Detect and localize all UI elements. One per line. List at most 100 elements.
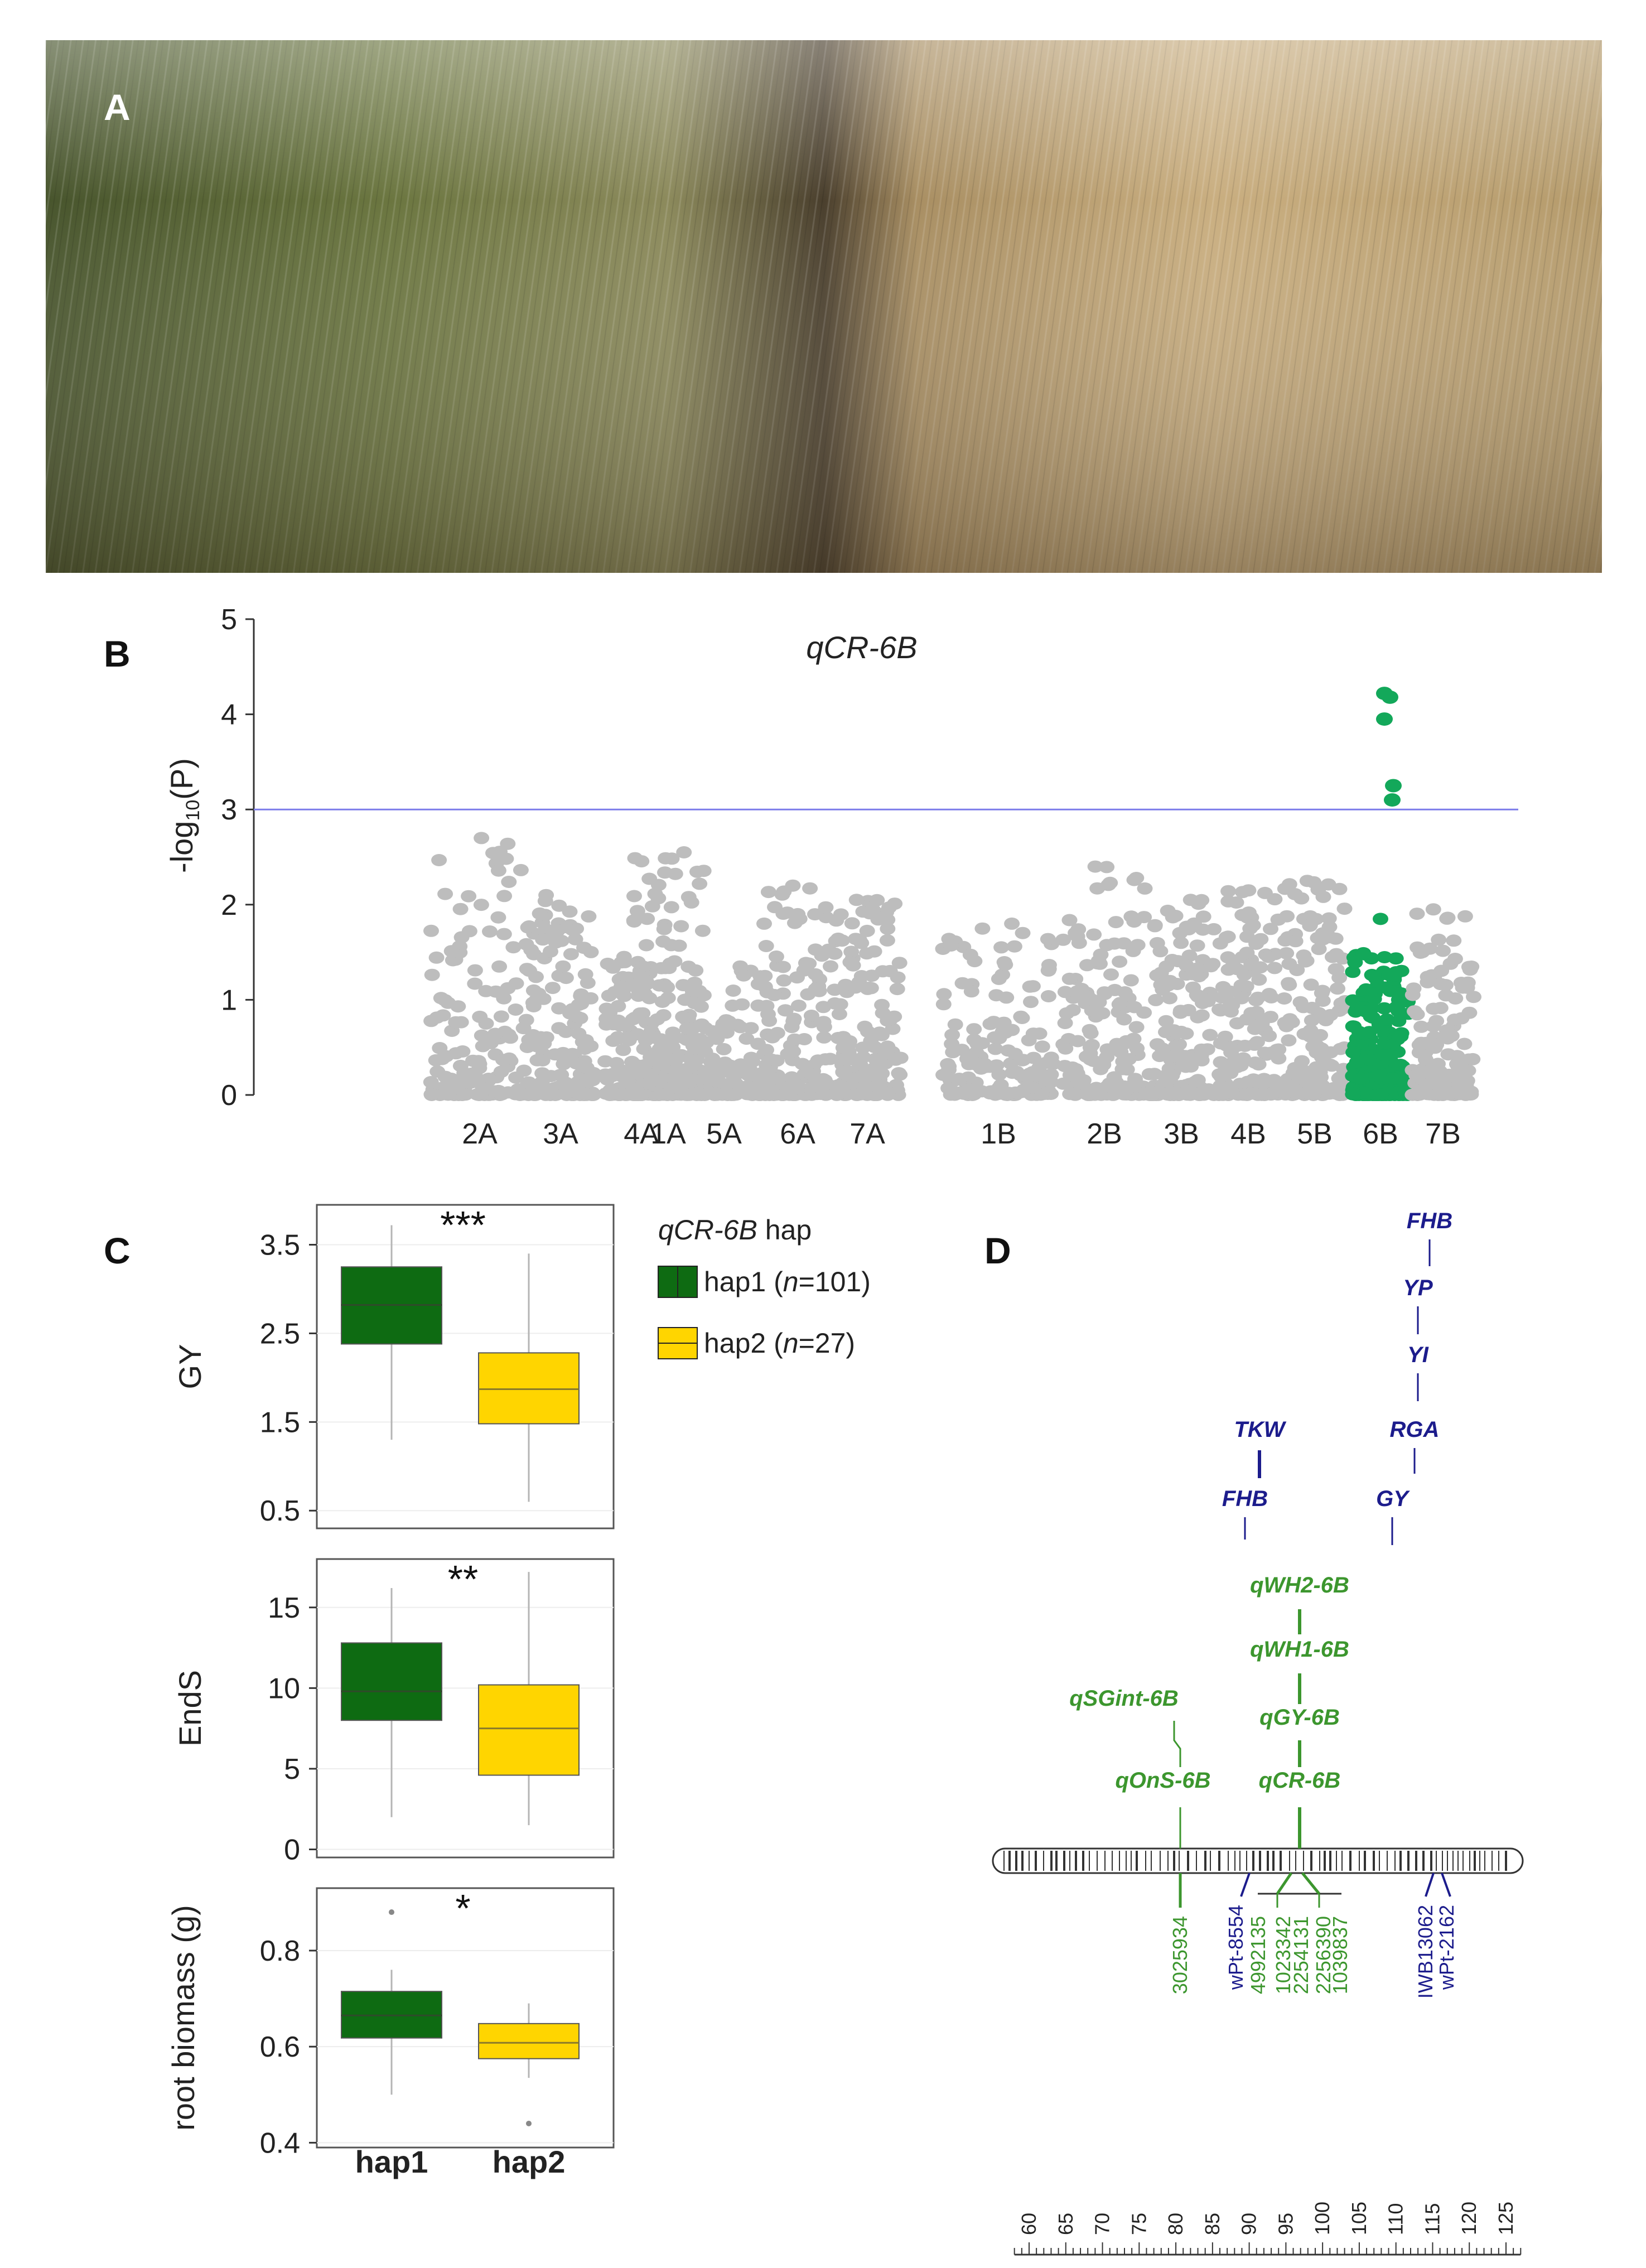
manhattan-points	[423, 832, 1481, 1101]
snp-point	[947, 1018, 963, 1031]
snp-point	[647, 1048, 663, 1060]
snp-point	[571, 1027, 587, 1040]
ruler-label: 95	[1274, 2213, 1297, 2235]
snp-peak-point	[676, 846, 692, 858]
snp-point	[1391, 1030, 1407, 1043]
snp-point	[998, 991, 1015, 1004]
snp-point	[496, 928, 512, 940]
snp-point	[508, 1071, 524, 1084]
snp-point	[1447, 953, 1463, 965]
snp-peak-point	[1004, 917, 1020, 930]
legend-hap1-prefix: hap1 (	[704, 1266, 783, 1297]
chromosome-label: 7A	[849, 1118, 885, 1150]
snp-point	[944, 1029, 960, 1041]
panel-label-d: D	[984, 1230, 1011, 1271]
snp-point	[558, 972, 574, 985]
snp-point	[1379, 1013, 1395, 1026]
snp-point	[1450, 1056, 1466, 1069]
snp-point	[641, 992, 658, 1005]
snp-point	[890, 971, 906, 984]
significant-points	[1376, 687, 1402, 807]
snp-point	[602, 1089, 617, 1101]
snp-point	[935, 998, 952, 1011]
snp-point	[859, 924, 875, 937]
panel-label-b: B	[104, 633, 131, 674]
snp-point	[1253, 1017, 1268, 1030]
marker-label-green: 2254131	[1290, 1916, 1312, 1994]
snp-point	[443, 945, 460, 958]
snp-point	[1015, 926, 1031, 939]
marker-label-blue: wPt-2162	[1435, 1905, 1458, 1990]
snp-point	[833, 908, 849, 921]
snp-point	[654, 996, 670, 1008]
snp-point	[704, 1025, 720, 1038]
snp-point	[1251, 1058, 1267, 1071]
snp-point	[954, 977, 971, 990]
snp-point	[1099, 1080, 1116, 1093]
snp-point	[1391, 1015, 1407, 1027]
snp-point	[630, 1028, 646, 1041]
snp-point	[1364, 968, 1380, 981]
snp-point	[807, 908, 823, 921]
snp-point	[673, 920, 689, 933]
snp-point	[891, 957, 908, 969]
marker-label-green: 4992135	[1247, 1916, 1270, 1994]
significant-snp-point	[1376, 712, 1393, 726]
ruler-label: 90	[1238, 2213, 1261, 2235]
snp-point	[556, 1058, 572, 1070]
box-plot-3: 0.4 0.6 0.8 root biomass (g) *	[166, 1886, 615, 2159]
legend-title: qCR-6B hap	[658, 1214, 812, 1246]
snp-point	[974, 1037, 990, 1050]
chromosome-label: 6A	[780, 1118, 815, 1150]
snp-point	[703, 1087, 719, 1099]
snp-point	[1466, 991, 1481, 1003]
y-tick-label: 0.8	[260, 1935, 300, 1967]
snp-point	[1358, 1005, 1374, 1018]
chromosome-label: 1B	[981, 1118, 1016, 1150]
marker-connector-blue	[1425, 1873, 1435, 1897]
chromosome-label: 5B	[1297, 1118, 1333, 1150]
ruler-label: 75	[1127, 2213, 1150, 2235]
marker-connector	[1276, 1872, 1293, 1895]
snp-point	[1257, 886, 1273, 899]
legend-hap1-n: n	[783, 1266, 799, 1297]
box-hap2	[478, 1684, 580, 1776]
snp-point	[1031, 1061, 1047, 1074]
snp-point	[758, 940, 774, 952]
snp-point	[827, 947, 843, 960]
snp-point	[993, 941, 1010, 954]
legend-item-hap2: hap2 (n=27)	[658, 1327, 855, 1359]
snp-point	[1025, 1081, 1041, 1094]
snp-point	[1172, 1087, 1188, 1100]
snp-point	[1289, 964, 1305, 976]
snp-point	[1237, 1040, 1253, 1052]
snp-point	[490, 864, 506, 877]
snp-point	[687, 1054, 703, 1067]
snp-point	[629, 1089, 645, 1101]
marker-connector-blue	[1441, 1873, 1451, 1897]
snp-point	[597, 1055, 614, 1068]
snp-point	[1414, 946, 1430, 958]
snp-point	[505, 941, 522, 954]
snp-point	[1261, 1030, 1277, 1043]
snp-point	[995, 968, 1011, 981]
snp-point	[1261, 950, 1277, 963]
snp-point	[583, 1040, 599, 1053]
y-tick-label: 2	[221, 889, 237, 921]
y-axis-title: root biomass (g)	[166, 1905, 201, 2131]
snp-peak-point	[474, 832, 490, 845]
marker-connector	[1301, 1872, 1320, 1895]
snp-point	[1253, 933, 1269, 945]
snp-point	[1353, 1073, 1369, 1085]
chromosome-label: 2B	[1087, 1118, 1122, 1150]
snp-point	[776, 974, 792, 987]
snp-point	[578, 1061, 595, 1074]
snp-point	[1223, 1005, 1239, 1018]
snp-point	[598, 1002, 615, 1015]
snp-point	[1388, 952, 1404, 965]
snp-point	[1090, 954, 1107, 967]
snp-point	[538, 923, 554, 936]
snp-point	[1304, 1001, 1320, 1014]
snp-point	[619, 1067, 635, 1080]
legend-title-suffix: hap	[757, 1214, 812, 1246]
